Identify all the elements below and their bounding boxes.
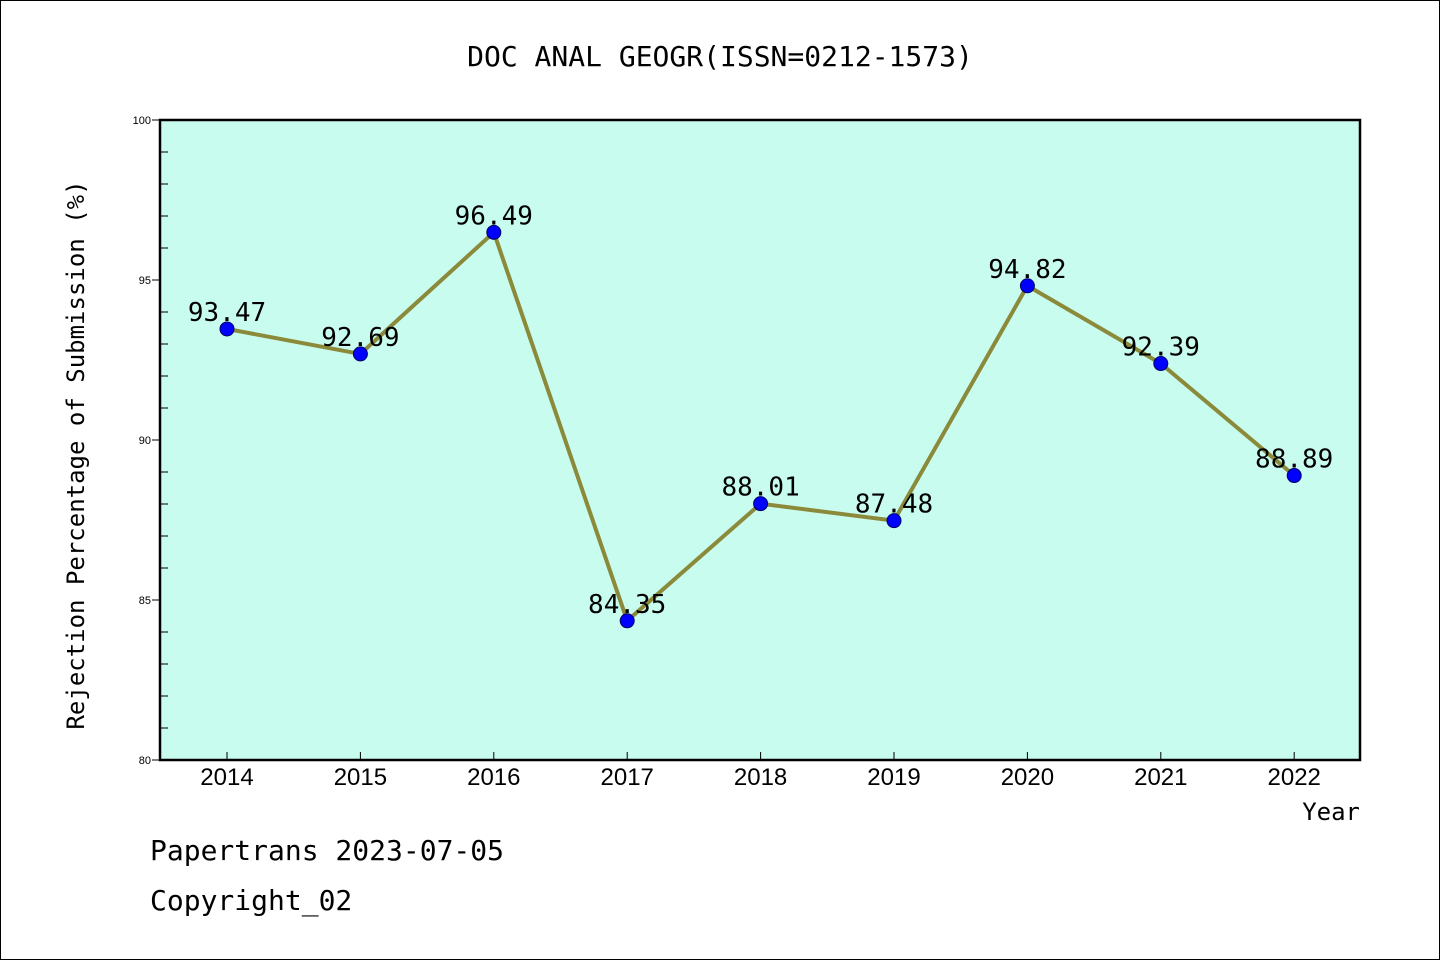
plot-area <box>158 118 1362 762</box>
series-line-group <box>219 224 1302 629</box>
data-label: 96.49 <box>455 201 533 231</box>
x-tick-label: 2017 <box>601 764 654 791</box>
data-label: 92.69 <box>321 323 399 353</box>
x-tick-label: 2022 <box>1268 764 1321 791</box>
x-tick-label: 2019 <box>867 764 920 791</box>
footer-copyright: Copyright_02 <box>150 884 353 917</box>
data-label: 92.39 <box>1122 333 1200 363</box>
data-point <box>886 513 902 529</box>
data-point <box>753 496 769 512</box>
y-tick-label: 95 <box>139 275 151 287</box>
y-tick-label: 80 <box>139 755 151 767</box>
data-labels: 93.47 92.69 96.49 84.35 88.01 87.48 94.82 92.39… <box>188 201 1333 619</box>
x-tick-label: 2016 <box>467 764 520 791</box>
x-tick-label: 2015 <box>334 764 387 791</box>
data-point <box>1153 356 1169 372</box>
x-tick-label: 2021 <box>1134 764 1187 791</box>
data-label: 84.35 <box>588 590 666 620</box>
y-tick-label: 90 <box>139 435 151 447</box>
y-tick-label: 85 <box>139 595 151 607</box>
data-point <box>486 224 502 240</box>
y-axis-label: Rejection Percentage of Submission (%) <box>62 180 90 729</box>
chart-title: DOC ANAL GEOGR(ISSN=0212-1573) <box>467 40 973 73</box>
data-point <box>352 346 368 362</box>
y-axis: 80 85 90 95 100 <box>133 115 168 767</box>
x-tick-label: 2020 <box>1001 764 1054 791</box>
data-label: 88.01 <box>721 473 799 503</box>
data-point <box>1019 278 1035 294</box>
footer-date: Papertrans 2023-07-05 <box>150 834 505 867</box>
y-tick-label: 100 <box>133 115 151 127</box>
data-point <box>1286 468 1302 484</box>
data-label: 93.47 <box>188 298 266 328</box>
x-axis-label: Year <box>1302 798 1360 826</box>
data-point <box>619 613 635 629</box>
data-point <box>219 321 235 337</box>
data-label: 88.89 <box>1255 445 1333 475</box>
data-label: 94.82 <box>988 255 1066 285</box>
x-tick-label: 2014 <box>200 764 253 791</box>
x-axis: 2014 2015 2016 2017 2018 2019 2020 2021 2022 <box>200 752 1321 791</box>
data-label: 87.48 <box>855 490 933 520</box>
x-tick-label: 2018 <box>734 764 787 791</box>
